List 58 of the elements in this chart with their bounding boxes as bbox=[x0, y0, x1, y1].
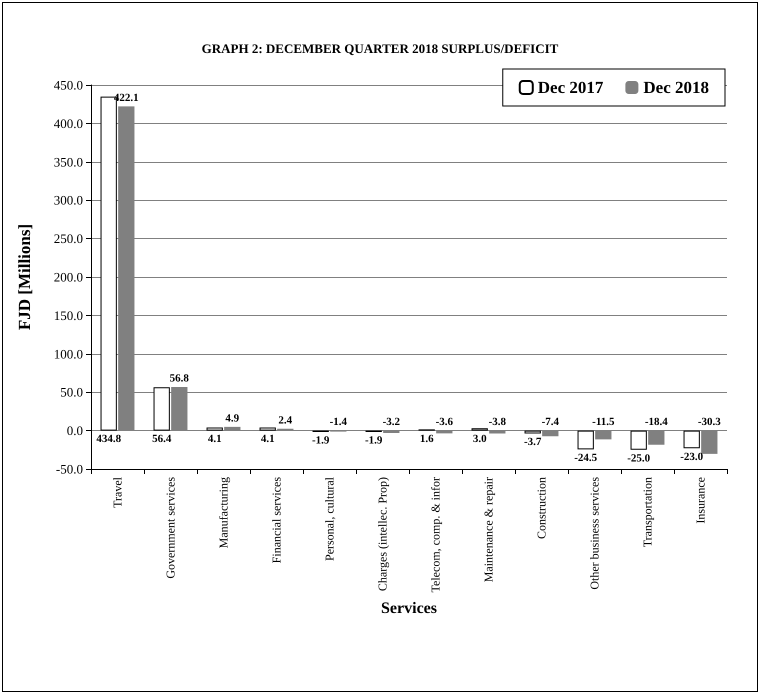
data-label: -25.0 bbox=[627, 452, 651, 464]
legend-label: Dec 2018 bbox=[643, 78, 710, 97]
y-tick-label: 200.0 bbox=[54, 270, 83, 284]
x-tick-label: Telecom, comp. & infor bbox=[428, 477, 442, 592]
data-label: -3.8 bbox=[488, 416, 507, 428]
data-label: -3.2 bbox=[382, 416, 401, 428]
data-label: 4.9 bbox=[225, 412, 240, 424]
bar bbox=[154, 387, 170, 431]
y-tick-label: 100.0 bbox=[54, 346, 83, 362]
data-label: 4.1 bbox=[208, 433, 222, 446]
data-label: -3.7 bbox=[524, 436, 542, 448]
x-tick-label: Manufacturing bbox=[216, 477, 230, 548]
x-tick-label: Government services bbox=[164, 476, 178, 579]
x-tick-label: Charges (intellec. Prop) bbox=[376, 477, 390, 592]
x-tick-label: Travel bbox=[110, 476, 124, 508]
data-label: 56.4 bbox=[152, 433, 172, 446]
data-label: -7.4 bbox=[542, 416, 560, 428]
data-label: -11.5 bbox=[592, 416, 615, 428]
data-label: -30.3 bbox=[698, 416, 722, 428]
data-label: -1.9 bbox=[312, 434, 330, 447]
data-label: 2.4 bbox=[278, 414, 293, 426]
bar bbox=[684, 430, 700, 448]
x-tick-label: Insurance bbox=[694, 477, 708, 524]
x-tick-label: Maintenance & repair bbox=[482, 476, 496, 582]
data-label: -1.4 bbox=[330, 416, 348, 428]
data-label: 422.1 bbox=[114, 92, 139, 104]
y-tick-label: 50.0 bbox=[60, 384, 83, 400]
data-label: -24.5 bbox=[574, 452, 598, 464]
x-tick-label: Financial services bbox=[270, 476, 284, 564]
y-tick-label: 450.0 bbox=[54, 78, 83, 92]
bar bbox=[260, 427, 276, 431]
y-tick-label: -50.0 bbox=[56, 462, 83, 476]
y-tick-label: 350.0 bbox=[54, 154, 83, 170]
data-label: 56.8 bbox=[170, 372, 190, 384]
data-label: -18.4 bbox=[644, 416, 668, 428]
y-tick-label: 400.0 bbox=[54, 116, 83, 131]
data-label: -3.6 bbox=[436, 416, 454, 428]
y-tick-label: 300.0 bbox=[54, 192, 83, 208]
data-label: 1.6 bbox=[420, 433, 434, 446]
x-tick-label: Other business services bbox=[588, 476, 602, 590]
bar bbox=[578, 430, 594, 450]
x-tick-label: Transportation bbox=[640, 477, 654, 548]
y-tick-label: 150.0 bbox=[54, 308, 83, 323]
data-label: -23.0 bbox=[680, 450, 704, 463]
x-tick-label: Personal, cultural bbox=[322, 476, 336, 561]
x-tick-label: Construction bbox=[534, 477, 548, 539]
y-tick-label: 0.0 bbox=[66, 423, 83, 438]
bar bbox=[630, 430, 647, 450]
bar bbox=[206, 427, 223, 431]
legend-label: Dec 2017 bbox=[538, 78, 604, 97]
data-label: 434.8 bbox=[96, 433, 122, 446]
x-axis-title: Services bbox=[381, 600, 437, 617]
chart-title: GRAPH 2: DECEMBER QUARTER 2018 SURPLUS/DEFICIT bbox=[202, 41, 559, 56]
data-label: 3.0 bbox=[472, 433, 488, 446]
data-label: -1.9 bbox=[364, 434, 383, 447]
y-axis-title: FJD [Millions] bbox=[15, 224, 34, 330]
y-tick-label: 250.0 bbox=[54, 231, 83, 246]
data-label: 4.1 bbox=[260, 433, 275, 446]
